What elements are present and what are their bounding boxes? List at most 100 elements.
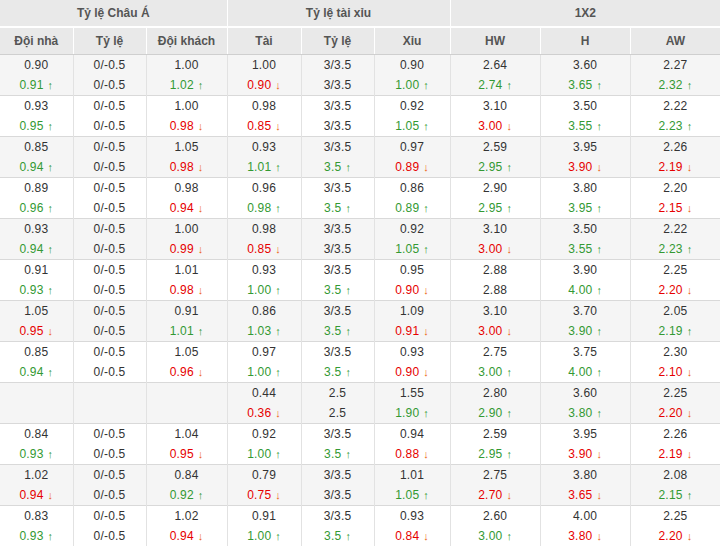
odds-value: 0.94 [19,488,43,502]
odds-value: 1.01 [247,160,271,174]
odds-value: 2.25 [663,386,687,400]
odds-value: 0.91 [252,509,276,523]
odds-value: 3/3.5 [324,222,352,236]
trend-up-icon: ↑ [48,284,54,296]
odds-cell: 0.98↓ [146,157,227,178]
odds-value: 3.75 [573,345,597,359]
odds-value: 1.00 [247,365,271,379]
odds-cell: 0.91 [146,301,227,322]
odds-value: 3.5 [324,324,341,338]
odds-cell: 0/-0.5 [73,465,146,486]
odds-cell: 1.00↑ [227,280,301,301]
odds-cell: 2.22 [630,219,720,240]
odds-cell: 2.32↑ [630,75,720,96]
col-header-over: Tài [227,27,301,55]
odds-value: 0.79 [252,468,276,482]
trend-up-icon: ↑ [506,530,512,542]
odds-cell: 2.74↑ [450,75,540,96]
odds-cell: 0.99↓ [146,239,227,260]
odds-cell: 2.64 [450,55,540,76]
odds-cell: 4.00↑ [540,362,630,383]
odds-value: 2.20 [663,181,687,195]
odds-value: 3/3.5 [324,263,352,277]
odds-value: 0.97 [252,345,276,359]
odds-cell: 2.80 [450,383,540,404]
trend-down-icon: ↓ [687,161,693,173]
odds-cell: 0.98 [227,96,301,117]
odds-value: 2.20 [658,283,682,297]
trend-down-icon: ↓ [423,284,429,296]
odds-cell: 0.97 [374,137,450,158]
trend-down-icon: ↓ [423,325,429,337]
odds-value: 0/-0.5 [94,365,126,379]
odds-value: 0.83 [24,509,48,523]
odds-cell: 0/-0.5 [73,239,146,260]
odds-value: 2.90 [483,181,507,195]
odds-value: 0/-0.5 [94,140,126,154]
odds-value: 1.00 [247,529,271,543]
current-odds-row: 0.94↓0/-0.50.92↑0.75↓3/3.51.05↑2.70↓3.65… [0,485,720,506]
trend-down-icon: ↓ [198,161,204,173]
odds-value: 2.59 [483,427,507,441]
odds-value: 0/-0.5 [94,345,126,359]
odds-value: 3.00 [478,324,502,338]
odds-cell: 2.26 [630,137,720,158]
odds-cell: 1.00↑ [227,526,301,546]
trend-up-icon: ↑ [506,448,512,460]
odds-cell: 0.89↑ [374,198,450,219]
odds-cell: 0.92 [227,424,301,445]
odds-cell: 2.60 [450,506,540,527]
odds-value: 0/-0.5 [94,283,126,297]
odds-cell: 2.10↓ [630,362,720,383]
odds-cell [73,383,146,404]
odds-value: 0.92 [170,488,194,502]
trend-up-icon: ↑ [48,243,54,255]
odds-cell: 0/-0.5 [73,157,146,178]
trend-up-icon: ↑ [596,284,602,296]
odds-cell: 3.90 [540,260,630,281]
odds-cell: 0.98↓ [146,116,227,137]
odds-cell: 0.96↓ [146,362,227,383]
odds-cell: 2.59 [450,424,540,445]
odds-cell: 3/3.5 [301,219,374,240]
odds-value: 0/-0.5 [94,529,126,543]
odds-cell: 3.5↑ [301,526,374,546]
trend-up-icon: ↑ [423,202,429,214]
betting-odds-page: Tỷ lệ Châu Á Tỷ lệ tài xỉu 1X2 Đội nhà T… [0,0,720,546]
odds-value: 3.10 [483,304,507,318]
header-column-row: Đội nhà Tỷ lệ Đội khách Tài Tỷ lệ Xỉu HW… [0,27,720,55]
odds-cell: 0.90↓ [227,75,301,96]
odds-value: 0/-0.5 [94,263,126,277]
trend-down-icon: ↓ [687,202,693,214]
match-odds-group: 0.850/-0.51.050.933/3.50.972.593.952.260… [0,137,720,178]
odds-cell: 0.94↓ [146,198,227,219]
odds-cell: 1.02 [0,465,73,486]
odds-value: 3.90 [568,324,592,338]
trend-up-icon: ↑ [345,202,351,214]
odds-value: 0.94 [19,160,43,174]
odds-cell: 0.85↓ [227,116,301,137]
trend-down-icon: ↓ [423,448,429,460]
col-header-under: Xỉu [374,27,450,55]
odds-value: 3.65 [568,488,592,502]
trend-up-icon: ↑ [48,530,54,542]
odds-value: 3.95 [573,427,597,441]
odds-value: 0.90 [395,365,419,379]
odds-cell: 3.80 [540,178,630,199]
odds-value: 1.05 [174,140,198,154]
odds-value: 3.80 [568,406,592,420]
match-odds-group: 0.900/-0.51.001.003/3.50.902.643.602.270… [0,55,720,96]
odds-cell: 2.30 [630,342,720,363]
odds-cell: 2.5 [301,403,374,424]
odds-cell: 0/-0.5 [73,219,146,240]
odds-cell: 1.00↑ [374,75,450,96]
odds-value: 0.89 [395,160,419,174]
trend-down-icon: ↓ [596,161,602,173]
trend-down-icon: ↓ [198,448,204,460]
match-odds-group: 0.930/-0.51.000.983/3.50.923.103.502.220… [0,219,720,260]
odds-cell: 3.90↑ [540,321,630,342]
current-odds-row: 0.93↑0/-0.50.98↓1.00↑3.5↑0.90↓2.884.00↑2… [0,280,720,301]
odds-value: 0.85 [247,119,271,133]
odds-value: 0.95 [400,263,424,277]
match-odds-group: 0.442.51.552.803.602.250.36↓2.51.90↑2.90… [0,383,720,424]
